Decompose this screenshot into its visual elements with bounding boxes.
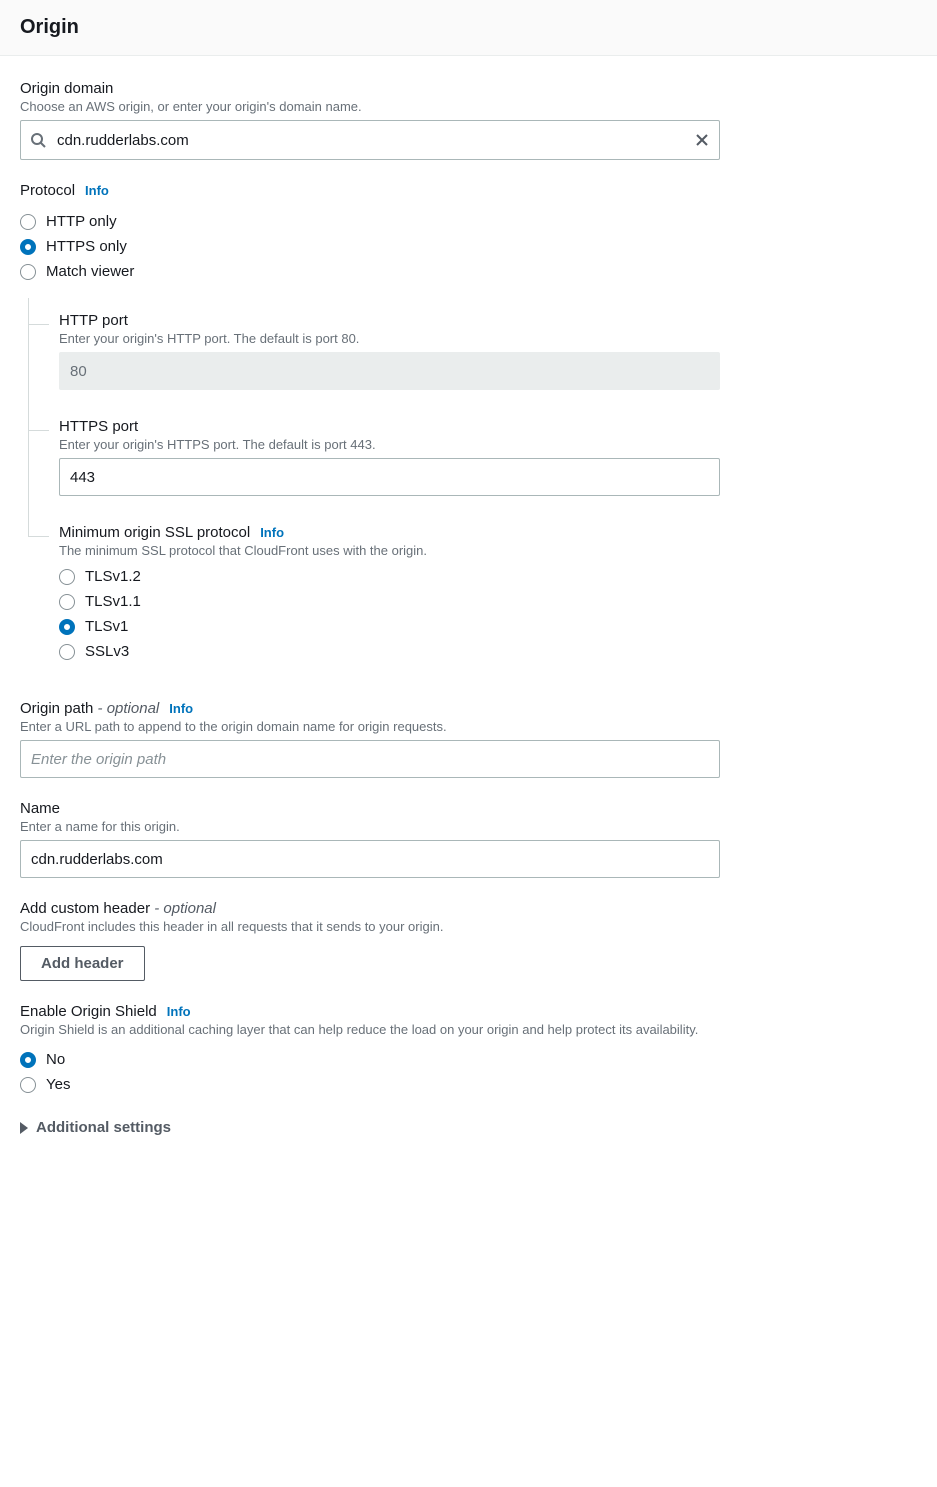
caret-right-icon (20, 1122, 28, 1134)
origin-path-label: Origin path (20, 700, 93, 717)
origin-shield-option-label: Yes (46, 1076, 70, 1093)
ssl-option-label: SSLv3 (85, 643, 129, 660)
clear-icon[interactable] (694, 132, 710, 148)
add-header-button[interactable]: Add header (20, 946, 145, 981)
origin-shield-label-row: Enable Origin Shield Info (20, 1003, 917, 1020)
https-port-input[interactable] (59, 458, 720, 496)
origin-path-input[interactable] (20, 740, 720, 778)
field-https-port: HTTPS port Enter your origin's HTTPS por… (29, 404, 720, 510)
https-port-desc: Enter your origin's HTTPS port. The defa… (59, 437, 720, 452)
protocol-option-label: HTTP only (46, 213, 117, 230)
name-desc: Enter a name for this origin. (20, 819, 720, 834)
origin-path-info-link[interactable]: Info (169, 701, 193, 716)
radio-icon (59, 619, 75, 635)
ssl-radio-group: TLSv1.2 TLSv1.1 TLSv1 SSLv3 (59, 564, 720, 664)
protocol-option[interactable]: Match viewer (20, 259, 720, 284)
name-input[interactable] (20, 840, 720, 878)
ssl-option[interactable]: TLSv1.2 (59, 564, 720, 589)
ssl-option[interactable]: TLSv1.1 (59, 589, 720, 614)
ssl-option[interactable]: SSLv3 (59, 639, 720, 664)
radio-icon (59, 644, 75, 660)
radio-icon (20, 264, 36, 280)
field-protocol: Protocol Info HTTP only HTTPS only Match v… (20, 182, 720, 678)
field-origin-domain: Origin domain Choose an AWS origin, or e… (20, 80, 720, 160)
protocol-radio-group: HTTP only HTTPS only Match viewer (20, 209, 720, 284)
ssl-desc: The minimum SSL protocol that CloudFront… (59, 543, 720, 558)
origin-shield-desc: Origin Shield is an additional caching l… (20, 1022, 917, 1037)
custom-header-label-row: Add custom header - optional (20, 900, 917, 917)
additional-settings-label: Additional settings (36, 1119, 171, 1136)
ssl-info-link[interactable]: Info (260, 525, 284, 540)
ssl-option-label: TLSv1.1 (85, 593, 141, 610)
field-origin-shield: Enable Origin Shield Info Origin Shield … (20, 1003, 917, 1097)
ssl-label-row: Minimum origin SSL protocol Info (59, 524, 720, 541)
radio-icon (20, 214, 36, 230)
name-label: Name (20, 800, 720, 817)
ssl-option-label: TLSv1.2 (85, 568, 141, 585)
custom-header-desc: CloudFront includes this header in all r… (20, 919, 917, 934)
origin-domain-desc: Choose an AWS origin, or enter your orig… (20, 99, 720, 114)
origin-shield-option-label: No (46, 1051, 65, 1068)
radio-icon (20, 239, 36, 255)
origin-shield-option[interactable]: Yes (20, 1072, 917, 1097)
origin-path-desc: Enter a URL path to append to the origin… (20, 719, 720, 734)
custom-header-label: Add custom header (20, 900, 150, 917)
field-origin-path: Origin path - optional Info Enter a URL … (20, 700, 720, 778)
protocol-info-link[interactable]: Info (85, 183, 109, 198)
protocol-label-row: Protocol Info (20, 182, 720, 199)
ssl-option[interactable]: TLSv1 (59, 614, 720, 639)
radio-icon (59, 569, 75, 585)
origin-path-label-row: Origin path - optional Info (20, 700, 720, 717)
form-body: Origin domain Choose an AWS origin, or e… (0, 56, 937, 1176)
http-port-label: HTTP port (59, 312, 720, 329)
radio-icon (20, 1052, 36, 1068)
origin-shield-option[interactable]: No (20, 1047, 917, 1072)
search-icon (30, 132, 46, 148)
https-port-label: HTTPS port (59, 418, 720, 435)
origin-shield-info-link[interactable]: Info (167, 1004, 191, 1019)
field-http-port: HTTP port Enter your origin's HTTP port.… (29, 298, 720, 404)
field-name: Name Enter a name for this origin. (20, 800, 720, 878)
additional-settings-toggle[interactable]: Additional settings (20, 1119, 917, 1136)
radio-icon (20, 1077, 36, 1093)
protocol-option[interactable]: HTTP only (20, 209, 720, 234)
origin-domain-label: Origin domain (20, 80, 720, 97)
protocol-option[interactable]: HTTPS only (20, 234, 720, 259)
origin-domain-input-wrap (20, 120, 720, 160)
custom-header-optional: - optional (154, 900, 216, 917)
http-port-input (59, 352, 720, 390)
ssl-option-label: TLSv1 (85, 618, 128, 635)
protocol-option-label: HTTPS only (46, 238, 127, 255)
field-custom-header: Add custom header - optional CloudFront … (20, 900, 917, 981)
protocol-option-label: Match viewer (46, 263, 134, 280)
origin-shield-label: Enable Origin Shield (20, 1003, 157, 1020)
origin-path-optional: - optional (98, 700, 160, 717)
field-ssl-protocol: Minimum origin SSL protocol Info The min… (29, 510, 720, 678)
protocol-subsection: HTTP port Enter your origin's HTTP port.… (28, 298, 720, 678)
radio-icon (59, 594, 75, 610)
http-port-desc: Enter your origin's HTTP port. The defau… (59, 331, 720, 346)
page-title: Origin (20, 16, 917, 39)
panel-header: Origin (0, 0, 937, 56)
origin-shield-radio-group: No Yes (20, 1047, 917, 1097)
protocol-label: Protocol (20, 182, 75, 199)
ssl-label: Minimum origin SSL protocol (59, 524, 250, 541)
origin-domain-input[interactable] (20, 120, 720, 160)
